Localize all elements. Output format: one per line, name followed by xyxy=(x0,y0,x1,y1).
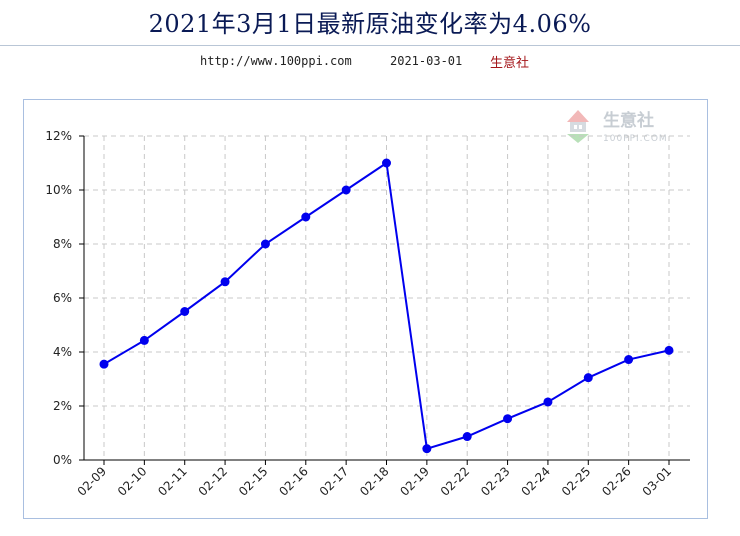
meta-bar: http://www.100ppi.com 2021-03-01 生意社 xyxy=(0,52,740,72)
watermark-site: 100PPI.COM xyxy=(603,134,668,144)
y-tick-label: 6% xyxy=(53,291,72,305)
data-points xyxy=(99,158,674,454)
x-tick-label: 03-01 xyxy=(640,464,675,499)
x-tick-label: 02-09 xyxy=(75,464,110,499)
y-tick-label: 0% xyxy=(53,453,72,467)
x-tick-label: 02-10 xyxy=(115,464,150,499)
watermark: 生意社 100PPI.COM xyxy=(567,110,668,144)
y-tick-label: 8% xyxy=(53,237,72,251)
publish-date: 2021-03-01 xyxy=(390,54,463,68)
x-tick-label: 02-26 xyxy=(599,464,634,499)
data-point xyxy=(99,359,109,369)
data-point xyxy=(341,185,351,195)
data-point xyxy=(462,432,472,442)
chart-frame xyxy=(23,99,708,519)
x-axis-ticks: 02-09 02-10 02-11 02-12 02-15 02-16 02-17 02-18… xyxy=(75,460,675,499)
data-point xyxy=(180,307,190,316)
x-tick-label: 02-22 xyxy=(438,464,473,499)
data-point xyxy=(664,345,674,355)
x-tick-label: 02-15 xyxy=(236,464,271,499)
x-tick-label: 02-19 xyxy=(397,464,432,499)
data-point xyxy=(382,158,391,168)
data-point xyxy=(260,239,270,249)
x-tick-label: 02-25 xyxy=(559,464,594,499)
data-point xyxy=(543,397,553,407)
data-point xyxy=(503,414,513,424)
data-point xyxy=(139,335,149,345)
data-point xyxy=(624,355,634,365)
x-tick-label: 02-17 xyxy=(317,464,352,499)
house-logo-icon xyxy=(567,110,589,143)
page-title: 2021年3月1日最新原油变化率为4.06% xyxy=(148,10,592,38)
x-tick-label: 02-23 xyxy=(478,464,513,499)
x-tick-label: 02-11 xyxy=(155,464,190,499)
watermark-name: 生意社 xyxy=(603,110,654,131)
grid xyxy=(84,135,690,460)
x-tick-label: 02-24 xyxy=(518,464,553,499)
y-tick-label: 10% xyxy=(45,183,72,197)
y-axis-ticks: 0% 2% 4% 6% 8% 10% 12% xyxy=(45,129,84,467)
data-point xyxy=(422,444,432,454)
y-tick-label: 4% xyxy=(53,345,72,359)
x-tick-label: 02-12 xyxy=(196,464,231,499)
x-tick-label: 02-16 xyxy=(276,464,311,499)
title-divider xyxy=(0,45,740,46)
y-tick-label: 12% xyxy=(45,129,72,143)
series-line xyxy=(103,161,670,450)
data-point xyxy=(583,373,593,383)
x-tick-label: 02-18 xyxy=(357,464,392,499)
site-url[interactable]: http://www.100ppi.com xyxy=(200,54,352,68)
y-tick-label: 2% xyxy=(53,399,72,413)
data-point xyxy=(301,212,311,222)
data-point xyxy=(220,277,230,287)
source-link[interactable]: 生意社 xyxy=(490,56,530,71)
series-polyline xyxy=(103,161,670,450)
